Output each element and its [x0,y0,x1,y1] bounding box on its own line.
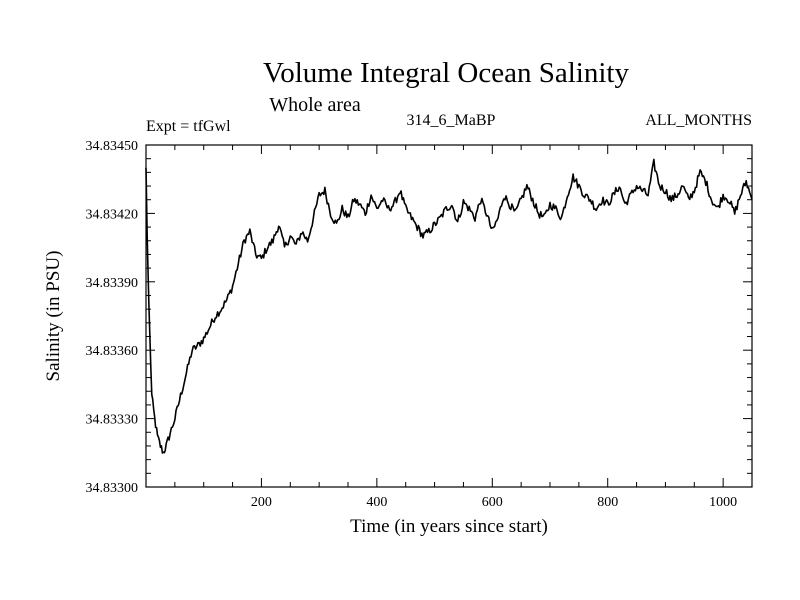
plot-frame [145,144,753,488]
x-tick-label: 200 [251,495,272,510]
y-tick-label: 34.83360 [86,344,139,359]
y-tick-label: 34.83450 [86,139,139,154]
experiment-label: Expt = tfGwl [146,118,231,135]
y-tick-label: 34.83420 [86,207,139,222]
y-tick-label: 34.83300 [86,481,139,496]
x-tick-label: 800 [597,495,618,510]
x-tick-label: 400 [366,495,387,510]
y-tick-label: 34.83330 [86,413,139,428]
x-tick-label: 600 [482,495,503,510]
axis-ticks [146,145,752,487]
period-label: 314_6_MaBP [407,112,496,129]
x-axis-label: Time (in years since start) [350,516,548,537]
salinity-series-line [145,158,753,454]
y-tick-labels: 34.83300 34.83330 34.83360 34.83390 34.83420… [86,139,139,496]
y-tick-label: 34.83390 [86,276,139,291]
x-tick-label: 1000 [709,495,737,510]
x-tick-labels: 200 400 600 800 1000 [251,495,737,510]
y-axis-label: Salinity (in PSU) [43,251,64,382]
chart-title: Volume Integral Ocean Salinity [263,57,629,89]
months-label: ALL_MONTHS [645,112,752,129]
chart-subtitle: Whole area [269,94,361,116]
